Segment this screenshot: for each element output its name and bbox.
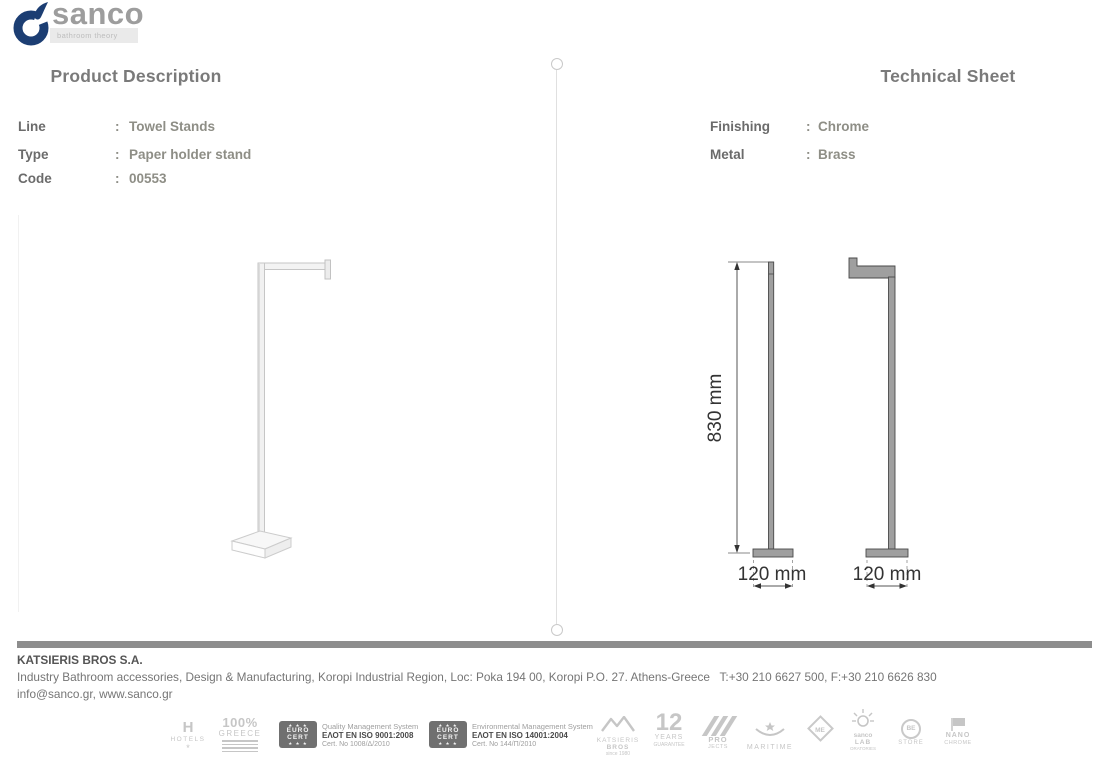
spec-label: Finishing: [710, 119, 770, 134]
brand-tagline-strip: [50, 28, 138, 43]
greek-flag-stripes-icon: [222, 740, 258, 752]
spec-row-code: Code : 00553: [18, 171, 298, 187]
spec-row-type: Type : Paper holder stand: [18, 147, 298, 163]
dimension-height-label: 830 mm: [705, 374, 726, 443]
sanco-lab-badge: sanco LAB ORATORIES: [843, 708, 883, 751]
12-years-guarantee-badge: 12 YEARS GUARANTEE: [653, 709, 685, 749]
lightbulb-icon: [852, 709, 874, 727]
spec-row-metal: Metal : Brass: [710, 147, 990, 163]
hotels-badge: H HOTELS *: [166, 719, 210, 753]
spec-label: Type: [18, 147, 49, 162]
be-store-badge: BE STORE: [891, 719, 931, 747]
spec-value: Towel Stands: [129, 119, 216, 134]
dimension-width-side-label: 120 mm: [853, 564, 922, 585]
anchor-waves-icon: [755, 722, 785, 736]
divider-top-circle: [551, 58, 563, 70]
company-contacts: info@sanco.gr, www.sanco.gr: [17, 687, 173, 701]
spec-value: Brass: [818, 147, 856, 162]
technical-sheet-title: Technical Sheet: [880, 66, 1016, 86]
katsieris-bros-badge: KATSIERIS BROS since 1980: [594, 715, 642, 757]
spec-label: Code: [18, 171, 52, 186]
spec-colon: :: [115, 147, 120, 162]
spec-value: 00553: [129, 171, 167, 186]
spec-label: Line: [18, 119, 46, 134]
diagonal-stripes-icon: [698, 716, 738, 736]
dimension-width-front-label: 120 mm: [738, 564, 807, 585]
iso14001-certification-text: Environmental Management System ΕΛΟΤ EN …: [472, 722, 593, 748]
spec-colon: :: [806, 147, 811, 162]
circle-icon: BE: [901, 719, 921, 739]
company-name: KATSIERIS BROS S.A.: [17, 653, 143, 667]
spec-colon: :: [115, 171, 120, 186]
spec-value: Paper holder stand: [129, 147, 252, 162]
made-in-greece-badge: 100% GREECE: [216, 716, 264, 754]
iso9001-certification-text: Quality Management System ΕΛΟΤ EN ISO 90…: [322, 722, 419, 748]
divider-line: [556, 70, 557, 624]
product-image: [225, 252, 350, 572]
footer-divider-bar: [17, 641, 1092, 648]
eurocert-iso9001-icon: ★ ★ ★ EURO CERT ★ ★ ★: [279, 721, 317, 748]
nano-chrome-badge: NANO CHROME: [938, 716, 978, 746]
company-address: Industry Bathroom accessories, Design & …: [17, 670, 937, 684]
flag-icon: [951, 718, 965, 731]
me-badge: ME: [800, 715, 840, 742]
spec-value: Chrome: [818, 119, 870, 134]
eurocert-iso14001-icon: ★ ★ ★ EURO CERT ★ ★ ★: [429, 721, 467, 748]
mountains-icon: [601, 715, 635, 732]
spec-colon: :: [806, 119, 811, 134]
spec-row-finishing: Finishing : Chrome: [710, 119, 990, 135]
hotels-icon: H: [182, 719, 194, 736]
projects-badge: PRO JECTS: [698, 716, 738, 750]
divider-bottom-circle: [551, 624, 563, 636]
technical-drawing: 830 mm 120 mm 120 mm: [698, 250, 933, 600]
maritime-badge: MARITIME: [746, 721, 794, 752]
spec-label: Metal: [710, 147, 745, 162]
brand-tagline: bathroom theory: [57, 31, 118, 40]
image-frame-edge: [18, 215, 19, 612]
sanco-drop-icon: [10, 1, 56, 47]
spec-row-line: Line : Towel Stands: [18, 119, 298, 135]
spec-colon: :: [115, 119, 120, 134]
product-description-title: Product Description: [50, 66, 222, 86]
brand-name: sanco: [52, 0, 145, 31]
